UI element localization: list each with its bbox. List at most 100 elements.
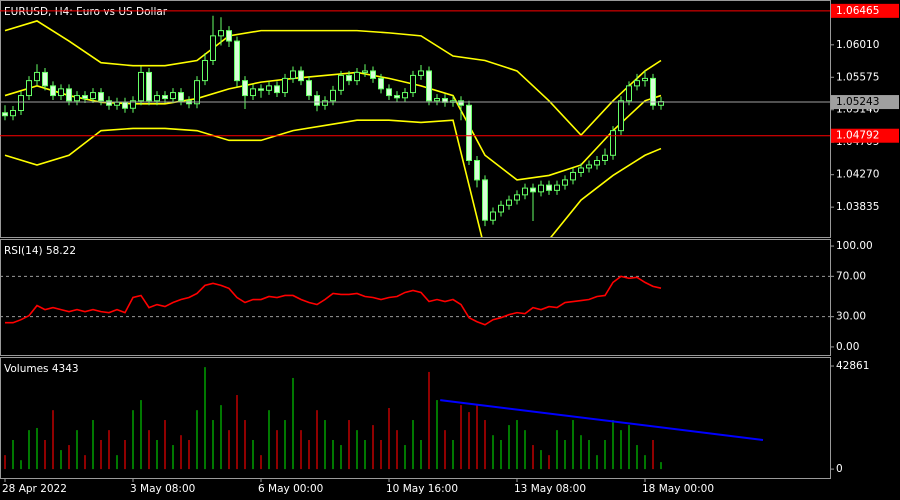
volume-bar	[132, 410, 134, 470]
candle-body	[370, 70, 376, 79]
volume-bar	[60, 450, 62, 470]
volume-bar	[604, 440, 606, 470]
candle-body	[426, 70, 432, 102]
candle-body	[594, 159, 600, 166]
candle-body	[130, 100, 136, 109]
volume-bar	[76, 430, 78, 470]
candle-body	[514, 194, 520, 201]
candle-body	[42, 71, 48, 87]
panel-title: EURUSD, H4: Euro vs US Dollar	[4, 6, 168, 18]
volume-bar	[580, 435, 582, 470]
candle-body	[34, 71, 40, 82]
volume-bar	[124, 440, 126, 470]
candle-body	[538, 184, 544, 193]
candle-body	[210, 35, 216, 61]
volume-bar	[540, 450, 542, 470]
candle-body	[122, 101, 128, 109]
bollinger-upper	[4, 20, 662, 137]
volume-bar	[452, 440, 454, 470]
volume-bar	[332, 440, 334, 470]
volume-bar	[316, 410, 318, 470]
candle-body	[170, 92, 176, 100]
volume-bar	[524, 430, 526, 470]
y-tick-label: 42861	[836, 360, 869, 372]
candle-body	[562, 179, 568, 186]
x-tick-label: 3 May 08:00	[130, 483, 195, 495]
volume-bar	[188, 440, 190, 470]
volume-bar	[20, 460, 22, 470]
volume-bar	[36, 427, 38, 470]
volume-bar	[228, 430, 230, 470]
volume-bar	[444, 430, 446, 470]
volume-bar	[420, 440, 422, 470]
candle-body	[178, 92, 184, 102]
volume-bar	[252, 440, 254, 470]
candle-body	[138, 71, 144, 102]
volume-bar	[412, 420, 414, 470]
candle-body	[506, 199, 512, 206]
candle-body	[194, 80, 200, 105]
candle-body	[258, 88, 264, 91]
candle-body	[418, 70, 424, 76]
volume-bar	[4, 455, 6, 470]
candle-body	[154, 95, 160, 102]
volume-bar	[612, 420, 614, 470]
y-tick-label: 100.00	[836, 240, 873, 252]
price-level-box	[831, 128, 899, 143]
candle-body	[434, 98, 440, 102]
volume-bar	[212, 420, 214, 470]
y-tick-label: 1.05575	[836, 71, 879, 83]
candle-body	[330, 89, 336, 102]
volume-bar	[260, 455, 262, 470]
candle-body	[74, 95, 80, 102]
candle-body	[642, 77, 648, 82]
candle-body	[394, 95, 400, 99]
candle-body	[530, 187, 536, 193]
volume-bar	[468, 412, 470, 470]
rsi-plot: RSI(14) 58.22	[0, 245, 830, 326]
candle-body	[522, 187, 528, 196]
volume-bar	[180, 435, 182, 470]
y-tick-label: 30.00	[836, 311, 866, 323]
candle-body	[378, 77, 384, 90]
volume-bar	[300, 430, 302, 470]
candle-body	[274, 85, 280, 94]
candle-body	[242, 80, 248, 97]
volume-bar	[268, 410, 270, 470]
candle-body	[626, 85, 632, 102]
candle-body	[146, 71, 152, 102]
candle-body	[570, 171, 576, 181]
volume-bar	[372, 425, 374, 470]
volume-bar	[596, 455, 598, 470]
y-tick-label: 1.03835	[836, 201, 879, 213]
candle-body	[106, 100, 112, 106]
volume-bar	[556, 430, 558, 470]
volume-bar	[620, 430, 622, 470]
candle-body	[10, 109, 16, 117]
volume-bar	[404, 445, 406, 470]
price-level-label: 1.06465	[836, 5, 879, 17]
price-level-label: 1.04792	[836, 130, 879, 142]
candle-body	[354, 71, 360, 82]
y-tick-label: 0	[836, 463, 843, 475]
candle-body	[90, 92, 96, 100]
bollinger-lower	[4, 119, 662, 237]
trend-line	[440, 399, 764, 441]
price-plot: EURUSD, H4: Euro vs US Dollar	[0, 6, 830, 237]
volume-bar	[564, 440, 566, 470]
volume-bar	[388, 408, 390, 470]
candle-body	[586, 164, 592, 169]
rsi-panel-frame	[0, 239, 831, 356]
candle-body	[298, 70, 304, 82]
candle-body	[234, 40, 240, 82]
volume-bar	[428, 371, 430, 470]
volume-bar	[204, 367, 206, 470]
candle-body	[658, 101, 664, 106]
volume-bar	[436, 400, 438, 470]
volume-bar	[636, 445, 638, 470]
y-tick-label: 1.06010	[836, 39, 879, 51]
volume-bar	[348, 420, 350, 470]
candle-body	[306, 80, 312, 97]
